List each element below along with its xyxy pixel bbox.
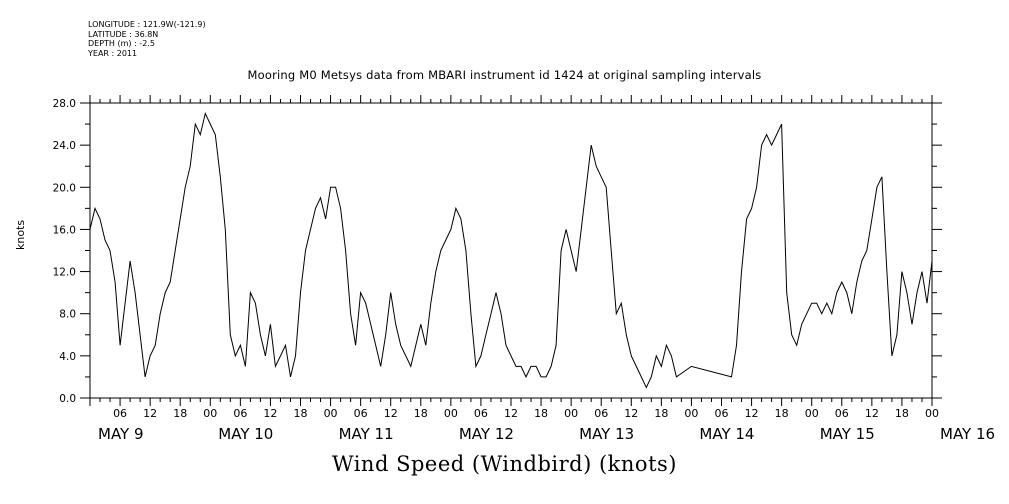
x-day-label: MAY 15 — [820, 425, 875, 443]
y-tick-label: 0.0 — [59, 393, 76, 405]
longitude-label: LONGITUDE : 121.9W(-121.9) — [88, 20, 206, 29]
x-tick-label: 06 — [715, 407, 729, 420]
x-tick-label: 00 — [444, 407, 458, 420]
x-tick-label: 18 — [173, 407, 187, 420]
x-day-label: MAY 14 — [699, 425, 754, 443]
year-label: YEAR : 2011 — [88, 48, 138, 58]
station-metadata: LONGITUDE : 121.9W(-121.9) LATITUDE : 36… — [88, 20, 206, 58]
x-tick-label: 12 — [624, 407, 638, 420]
x-tick-label: 18 — [775, 407, 789, 420]
x-tick-label: 00 — [684, 407, 698, 420]
x-tick-label: 00 — [324, 407, 338, 420]
x-tick-label: 18 — [294, 407, 308, 420]
x-tick-label: 06 — [113, 407, 127, 420]
x-day-label: MAY 9 — [98, 425, 144, 443]
y-tick-label: 20.0 — [53, 182, 76, 194]
x-tick-label: 00 — [925, 407, 939, 420]
y-tick-label: 24.0 — [53, 140, 76, 152]
x-tick-label: 06 — [835, 407, 849, 420]
x-tick-label: 00 — [805, 407, 819, 420]
x-tick-label: 12 — [263, 407, 277, 420]
x-tick-label: 18 — [534, 407, 548, 420]
x-tick-label: 06 — [233, 407, 247, 420]
x-tick-label: 12 — [745, 407, 759, 420]
x-tick-label: 18 — [895, 407, 909, 420]
x-day-label: MAY 11 — [339, 425, 394, 443]
x-tick-label: 06 — [594, 407, 608, 420]
x-tick-label: 12 — [504, 407, 518, 420]
y-tick-label: 8.0 — [59, 309, 76, 321]
x-tick-label: 18 — [414, 407, 428, 420]
x-day-label: MAY 13 — [579, 425, 634, 443]
y-tick-label: 12.0 — [53, 267, 76, 279]
y-axis-label: knots — [14, 219, 27, 250]
y-tick-label: 16.0 — [53, 224, 76, 236]
y-tick-label: 28.0 — [53, 98, 76, 110]
x-tick-label: 12 — [143, 407, 157, 420]
x-tick-label: 12 — [384, 407, 398, 420]
x-axis-label: Wind Speed (Windbird) (knots) — [332, 452, 677, 476]
x-tick-label: 12 — [865, 407, 879, 420]
x-day-label: MAY 10 — [218, 425, 273, 443]
latitude-label: LATITUDE : 36.8N — [88, 29, 159, 39]
x-day-label: MAY 12 — [459, 425, 514, 443]
depth-label: DEPTH (m) : -2.5 — [88, 39, 155, 48]
x-tick-label: 06 — [474, 407, 488, 420]
x-tick-label: 06 — [354, 407, 368, 420]
x-tick-label: 00 — [203, 407, 217, 420]
x-tick-label: 00 — [564, 407, 578, 420]
series-line-wind-speed — [89, 111, 933, 389]
chart-tick-labels: 0.0 4.0 8.0 12.0 16.0 20.0 24.0 28.0 06 12 18 00 06 1… — [53, 98, 995, 443]
chart-title: Mooring M0 Metsys data from MBARI instru… — [247, 68, 762, 82]
y-tick-label: 4.0 — [59, 351, 76, 363]
x-tick-label: 18 — [654, 407, 668, 420]
chart-ticks — [80, 95, 942, 406]
x-day-label: MAY 16 — [940, 425, 995, 443]
